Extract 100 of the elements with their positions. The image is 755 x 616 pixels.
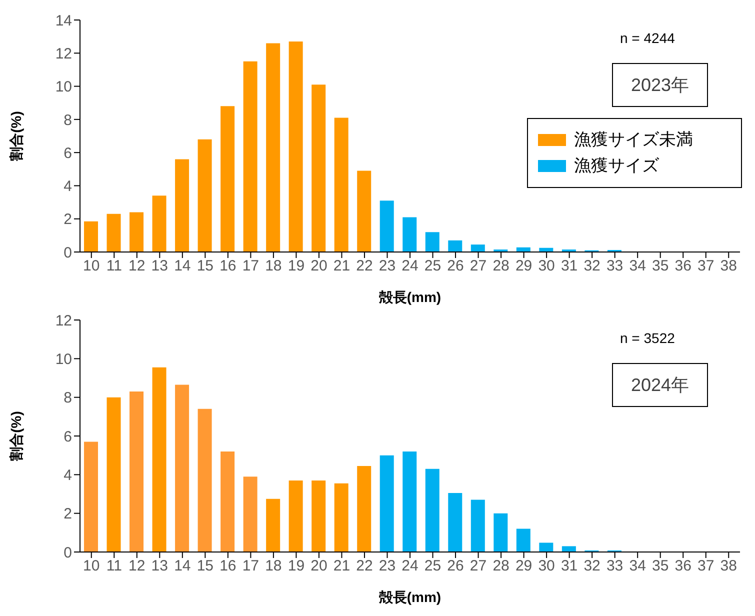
y-tick-label: 14 bbox=[55, 12, 72, 30]
x-tick-label: 35 bbox=[652, 258, 669, 275]
bar bbox=[243, 61, 258, 252]
x-tick-label: 19 bbox=[288, 258, 305, 275]
bar bbox=[198, 408, 212, 552]
x-tick-label: 22 bbox=[356, 558, 373, 575]
legend-label: 漁獲サイズ bbox=[574, 155, 659, 177]
legend-label: 漁獲サイズ未満 bbox=[574, 129, 693, 151]
bar bbox=[516, 528, 530, 552]
bar bbox=[152, 196, 166, 252]
x-tick-label: 10 bbox=[83, 258, 100, 275]
bar bbox=[425, 232, 440, 252]
x-tick-label: 11 bbox=[106, 558, 122, 575]
x-tick-label: 20 bbox=[310, 558, 328, 575]
x-tick-label: 37 bbox=[698, 258, 714, 275]
x-tick-label: 25 bbox=[424, 558, 442, 575]
x-tick-label: 21 bbox=[333, 558, 350, 575]
x-tick-label: 10 bbox=[83, 558, 100, 575]
bar bbox=[470, 500, 485, 552]
x-tick-label: 34 bbox=[629, 558, 646, 575]
text-box: 2023年 bbox=[612, 63, 708, 107]
bar bbox=[357, 170, 372, 252]
bar bbox=[130, 212, 144, 252]
x-tick-label: 17 bbox=[242, 558, 260, 575]
x-tick-label: 13 bbox=[151, 558, 168, 575]
annotation: n = 4244 bbox=[620, 30, 675, 46]
bar bbox=[494, 513, 508, 552]
y-axis-title: 割合(%) bbox=[8, 111, 24, 162]
y-tick-label: 4 bbox=[64, 466, 72, 484]
x-tick-label: 14 bbox=[174, 258, 191, 275]
bar bbox=[562, 546, 576, 552]
x-tick-label: 28 bbox=[492, 558, 510, 575]
y-tick-label: 2 bbox=[64, 506, 72, 523]
bar bbox=[380, 200, 394, 252]
x-tick-label: 37 bbox=[698, 558, 714, 575]
x-tick-label: 25 bbox=[424, 258, 442, 275]
y-tick-label: 0 bbox=[64, 544, 72, 562]
y-tick-label: 10 bbox=[55, 78, 72, 96]
x-tick-label: 24 bbox=[402, 558, 418, 575]
bar bbox=[266, 43, 280, 252]
x-tick-label: 18 bbox=[265, 258, 282, 275]
x-tick-label: 12 bbox=[128, 558, 146, 575]
bar bbox=[334, 483, 348, 552]
bar bbox=[334, 118, 348, 252]
y-tick-label: 8 bbox=[64, 112, 72, 129]
bar bbox=[175, 384, 190, 552]
annotation: n = 3522 bbox=[620, 330, 675, 346]
x-tick-label: 15 bbox=[196, 558, 214, 575]
bar bbox=[84, 221, 98, 252]
x-tick-label: 11 bbox=[106, 258, 122, 275]
x-tick-label: 18 bbox=[265, 558, 282, 575]
x-tick-label: 22 bbox=[356, 258, 373, 275]
x-tick-label: 28 bbox=[492, 258, 510, 275]
bar bbox=[470, 244, 485, 252]
x-tick-label: 36 bbox=[674, 558, 692, 575]
x-tick-label: 26 bbox=[447, 258, 464, 275]
bar bbox=[448, 493, 462, 552]
y-axis-title: 割合(%) bbox=[8, 411, 24, 462]
x-tick-label: 21 bbox=[333, 258, 350, 275]
x-tick-label: 30 bbox=[538, 558, 555, 575]
bar bbox=[84, 442, 98, 552]
y-tick-label: 12 bbox=[55, 312, 72, 330]
x-tick-label: 32 bbox=[584, 558, 600, 575]
y-tick-label: 4 bbox=[64, 178, 72, 196]
x-tick-label: 24 bbox=[402, 258, 418, 275]
bar bbox=[380, 455, 394, 552]
bar bbox=[312, 84, 326, 252]
bar bbox=[312, 480, 326, 552]
x-tick-label: 23 bbox=[378, 258, 396, 275]
bar bbox=[266, 498, 280, 552]
x-tick-label: 12 bbox=[128, 258, 146, 275]
x-tick-label: 29 bbox=[515, 558, 532, 575]
bar bbox=[448, 240, 462, 252]
x-axis-title: 殻長(mm) bbox=[378, 289, 442, 305]
x-tick-label: 38 bbox=[720, 258, 737, 275]
x-tick-label: 30 bbox=[538, 258, 555, 275]
x-tick-label: 19 bbox=[288, 558, 305, 575]
bar bbox=[198, 139, 212, 252]
bar bbox=[539, 542, 554, 552]
x-tick-label: 27 bbox=[470, 558, 487, 575]
x-tick-label: 23 bbox=[378, 558, 396, 575]
x-tick-label: 31 bbox=[560, 258, 578, 275]
x-tick-label: 36 bbox=[674, 258, 692, 275]
bar bbox=[106, 214, 121, 252]
y-tick-label: 0 bbox=[64, 244, 72, 262]
bar bbox=[220, 451, 235, 552]
y-tick-label: 2 bbox=[64, 211, 72, 228]
bar bbox=[220, 106, 235, 252]
x-tick-label: 20 bbox=[310, 258, 328, 275]
x-tick-label: 35 bbox=[652, 558, 669, 575]
bar bbox=[288, 42, 303, 252]
x-tick-label: 27 bbox=[470, 258, 487, 275]
x-tick-label: 17 bbox=[242, 258, 260, 275]
bar bbox=[357, 466, 372, 552]
x-tick-label: 14 bbox=[174, 558, 191, 575]
text-box: 2024年 bbox=[612, 363, 708, 407]
bar bbox=[175, 159, 190, 252]
x-tick-label: 29 bbox=[515, 258, 532, 275]
x-tick-label: 26 bbox=[447, 558, 464, 575]
bar bbox=[152, 367, 166, 552]
